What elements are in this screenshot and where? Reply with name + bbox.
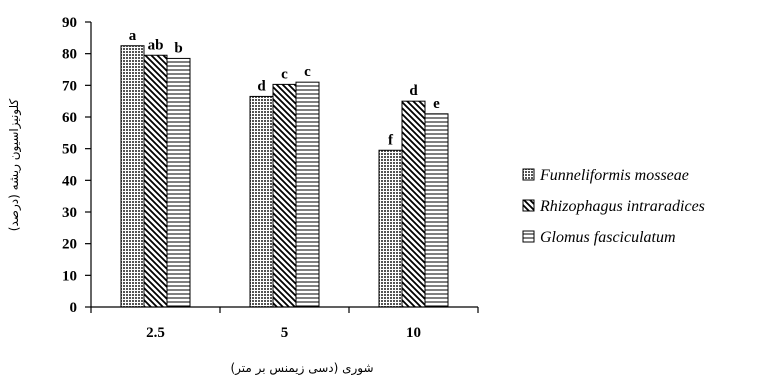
legend-swatch: [522, 199, 535, 212]
significance-label: d: [409, 83, 418, 99]
y-ticks-layer: 0 10 20 30 40 50 60 70 80 90: [62, 15, 91, 316]
y-tick-label: 90: [62, 15, 77, 31]
bar: [120, 45, 145, 308]
y-tick-label: 20: [62, 237, 77, 253]
significance-label: ab: [148, 37, 164, 53]
bar: [424, 113, 449, 308]
bar: [249, 95, 274, 308]
y-tick-label: 0: [70, 300, 78, 316]
y-tick-label: 80: [62, 47, 77, 63]
bar: [378, 149, 403, 308]
legend-swatch: [522, 230, 535, 243]
y-tick-label: 30: [62, 205, 77, 221]
legend-swatch: [522, 168, 535, 181]
x-axis-title: شوری (دسی زیمنس بر متر): [230, 361, 373, 376]
x-tick-label: 5: [281, 325, 289, 341]
x-ticks-layer: 2.5 5 10: [90, 307, 479, 341]
significance-label: c: [281, 66, 288, 82]
significance-label: b: [174, 40, 182, 56]
y-tick-label: 10: [62, 268, 77, 284]
bar: [295, 81, 320, 308]
y-tick-label: 40: [62, 173, 77, 189]
legend-label: Glomus fasciculatum: [540, 229, 676, 246]
legend-label: Rhizophagus intraradices: [539, 198, 705, 215]
significance-label: e: [433, 96, 440, 112]
bar: [401, 100, 426, 308]
significance-label: c: [304, 64, 311, 80]
significance-label: a: [129, 28, 137, 44]
legend: Funneliformis mosseae Rhizophagus intrara…: [522, 167, 705, 246]
significance-label: d: [257, 78, 266, 94]
bars-layer: [120, 45, 449, 308]
y-tick-label: 60: [62, 110, 77, 126]
x-tick-label: 10: [406, 325, 421, 341]
bar: [272, 83, 297, 308]
y-axis-title: کلونیزاسیون ریشه (درصد): [7, 99, 22, 232]
y-tick-label: 50: [62, 142, 77, 158]
x-tick-label: 2.5: [146, 325, 165, 341]
y-tick-label: 70: [62, 78, 77, 94]
bar: [143, 54, 168, 308]
bar: [166, 57, 191, 308]
legend-label: Funneliformis mosseae: [539, 167, 689, 184]
significance-label: f: [388, 132, 394, 148]
